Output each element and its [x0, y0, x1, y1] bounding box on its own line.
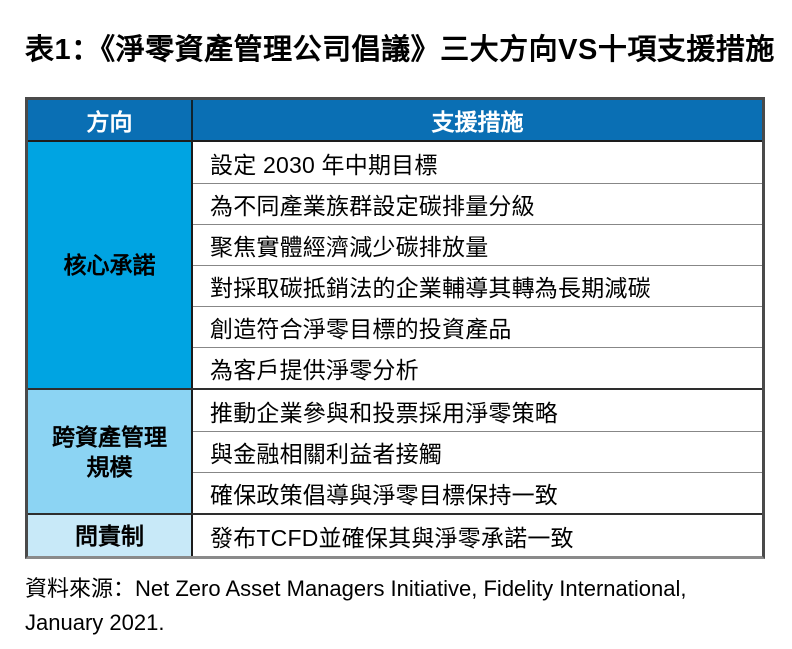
measure-row: 聚焦實體經濟減少碳排放量 — [193, 224, 762, 265]
table-group: 問責制 發布TCFD並確保其與淨零承諾一致 — [28, 513, 762, 556]
measure-label: 為客戶提供淨零分析 — [210, 357, 419, 383]
direction-cell: 核心承諾 — [28, 142, 193, 388]
column-header-direction: 方向 — [28, 100, 193, 140]
figure: 表1：《淨零資產管理公司倡議》三大方向VS十項支援措施 方向 支援措施 核心承諾… — [25, 0, 775, 640]
measure-row: 對採取碳抵銷法的企業輔導其轉為長期減碳 — [193, 265, 762, 306]
measure-row: 創造符合淨零目標的投資產品 — [193, 306, 762, 347]
measure-label: 創造符合淨零目標的投資產品 — [210, 316, 512, 342]
table-group: 跨資產管理 規模 推動企業參與和投票採用淨零策略 與金融相關利益者接觸 確保政策倡導與… — [28, 388, 762, 513]
direction-cell: 問責制 — [28, 515, 193, 556]
measure-label: 聚焦實體經濟減少碳排放量 — [210, 234, 489, 260]
measure-label: 為不同產業族群設定碳排量分級 — [210, 193, 535, 219]
measure-label: 確保政策倡導與淨零目標保持一致 — [210, 482, 558, 508]
measure-label: 與金融相關利益者接觸 — [210, 441, 442, 467]
measure-row: 發布TCFD並確保其與淨零承諾一致 — [193, 515, 762, 556]
measure-row: 為客戶提供淨零分析 — [193, 347, 762, 388]
page-title: 表1：《淨零資產管理公司倡議》三大方向VS十項支援措施 — [25, 34, 775, 66]
measure-row: 設定 2030 年中期目標 — [193, 142, 762, 183]
source-note-line: January 2021. — [25, 610, 165, 635]
direction-label: 核心承諾 — [63, 252, 156, 278]
column-header-measures: 支援措施 — [431, 109, 524, 135]
source-note-line: 資料來源：Net Zero Asset Managers Initiative,… — [25, 576, 687, 601]
measures-column: 設定 2030 年中期目標為不同產業族群設定碳排量分級 聚焦實體經濟減少碳排放量對… — [193, 142, 762, 388]
measure-label: 對採取碳抵銷法的企業輔導其轉為長期減碳 — [210, 275, 651, 301]
table-body: 核心承諾 設定 2030 年中期目標為不同產業族群設定碳排量分級 聚焦實體經濟減少碳… — [28, 142, 762, 556]
measures-column: 發布TCFD並確保其與淨零承諾一致 — [193, 515, 762, 556]
directions-table: 方向 支援措施 核心承諾 設定 2030 年中期目標為不同產業族群設定碳排量分級聚… — [25, 97, 765, 559]
measure-row: 推動企業參與和投票採用淨零策略 — [193, 390, 762, 431]
direction-cell: 跨資產管理 規模 — [28, 390, 193, 513]
direction-label: 跨資產管理 規模 — [52, 423, 167, 480]
table-header-row: 方向 支援措施 — [28, 100, 762, 142]
measure-label: 發布TCFD並確保其與淨零承諾一致 — [210, 524, 574, 551]
measure-label: 推動企業參與和投票採用淨零策略 — [210, 399, 558, 426]
table-group: 核心承諾 設定 2030 年中期目標為不同產業族群設定碳排量分級 聚焦實體經濟減少碳… — [28, 142, 762, 388]
direction-label: 問責制 — [75, 522, 144, 549]
measure-row: 與金融相關利益者接觸 — [193, 431, 762, 472]
measure-row: 確保政策倡導與淨零目標保持一致 — [193, 472, 762, 513]
measure-row: 為不同產業族群設定碳排量分級 — [193, 183, 762, 224]
measures-column: 推動企業參與和投票採用淨零策略 與金融相關利益者接觸確保政策倡導與淨零目標保持一致 — [193, 390, 762, 513]
source-note: 資料來源：Net Zero Asset Managers Initiative,… — [25, 559, 767, 640]
measure-label: 設定 2030 年中期目標 — [210, 151, 438, 178]
